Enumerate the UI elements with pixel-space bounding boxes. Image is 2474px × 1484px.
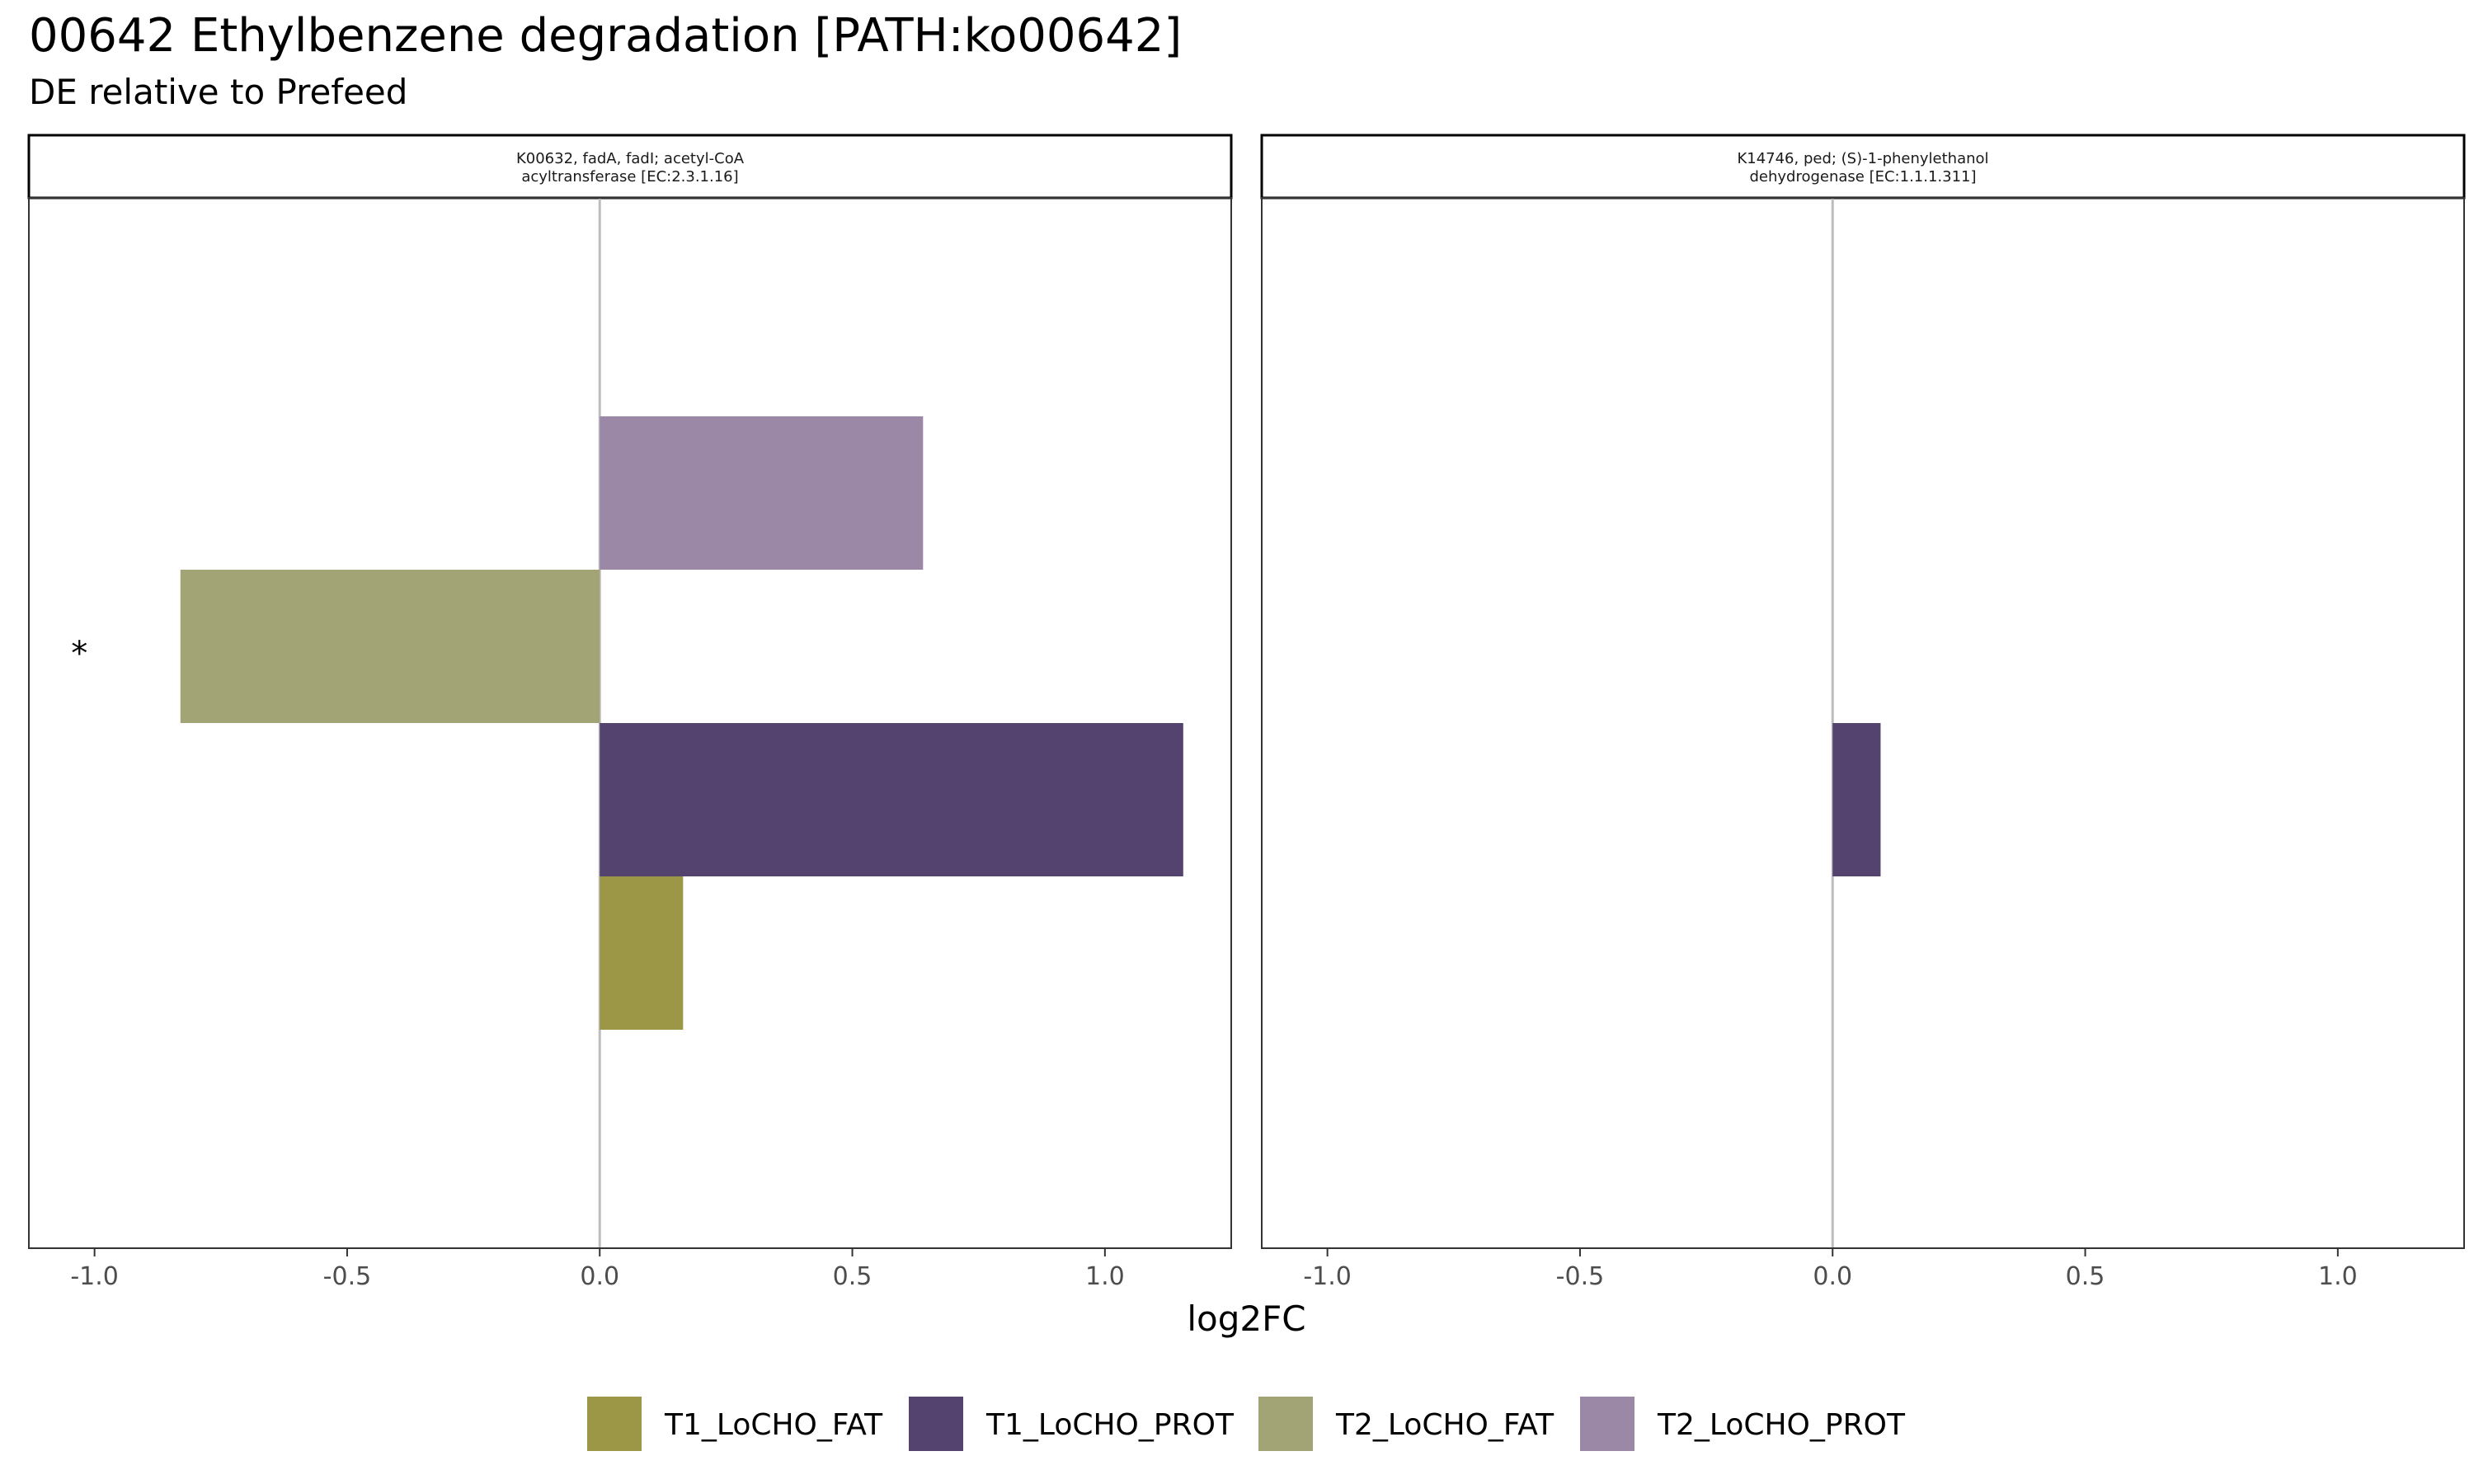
chart-subtitle: DE relative to Prefeed [29, 72, 408, 112]
x-tick-label-2-2: 0.0 [1813, 1262, 1852, 1291]
legend-key-t1-locho-prot [909, 1397, 963, 1451]
legend-label-t1-locho-fat: T1_LoCHO_FAT [664, 1408, 883, 1442]
x-tick-label-1-1: -0.5 [323, 1262, 372, 1291]
x-tick-label-1-3: 0.5 [833, 1262, 872, 1291]
x-tick-label-2-4: 1.0 [2318, 1262, 2358, 1291]
facet-strip-text-1-line-1: K00632, fadA, fadI; acetyl-CoA [516, 150, 745, 167]
bar-1-t1-locho-fat [600, 876, 684, 1030]
chart-title: 00642 Ethylbenzene degradation [PATH:ko0… [29, 9, 1183, 63]
bar-1-t2-locho-prot [600, 416, 924, 570]
bar-1-t2-locho-fat [180, 570, 600, 723]
x-axis-title: log2FC [1187, 1298, 1305, 1339]
panel-border-1 [28, 197, 1232, 1249]
facet-strip-text-1-line-2: acyltransferase [EC:2.3.1.16] [521, 168, 738, 186]
x-tick-label-2-1: -0.5 [1556, 1262, 1605, 1291]
bar-2-t1-locho-prot [1832, 723, 1881, 876]
facet-strip-text-2-line-2: dehydrogenase [EC:1.1.1.311] [1749, 168, 1976, 186]
legend-key-t2-locho-prot [1580, 1397, 1634, 1451]
facet-strip-text-2-line-1: K14746, ped; (S)-1-phenylethanol [1737, 150, 1988, 167]
x-tick-label-2-3: 0.5 [2066, 1262, 2105, 1291]
bar-1-t1-locho-prot [600, 723, 1183, 876]
legend-label-t1-locho-prot: T1_LoCHO_PROT [985, 1408, 1235, 1442]
legend-key-t1-locho-fat [587, 1397, 642, 1451]
legend-key-t2-locho-fat [1258, 1397, 1313, 1451]
x-tick-label-2-0: -1.0 [1303, 1262, 1352, 1291]
legend-label-t2-locho-prot: T2_LoCHO_PROT [1657, 1408, 1906, 1442]
x-tick-label-1-4: 1.0 [1085, 1262, 1125, 1291]
panel-border-2 [1261, 197, 2465, 1249]
x-tick-label-1-2: 0.0 [580, 1262, 619, 1291]
x-tick-label-1-0: -1.0 [70, 1262, 119, 1291]
legend-label-t2-locho-fat: T2_LoCHO_FAT [1335, 1408, 1554, 1442]
significance-annotation: * [71, 635, 87, 673]
